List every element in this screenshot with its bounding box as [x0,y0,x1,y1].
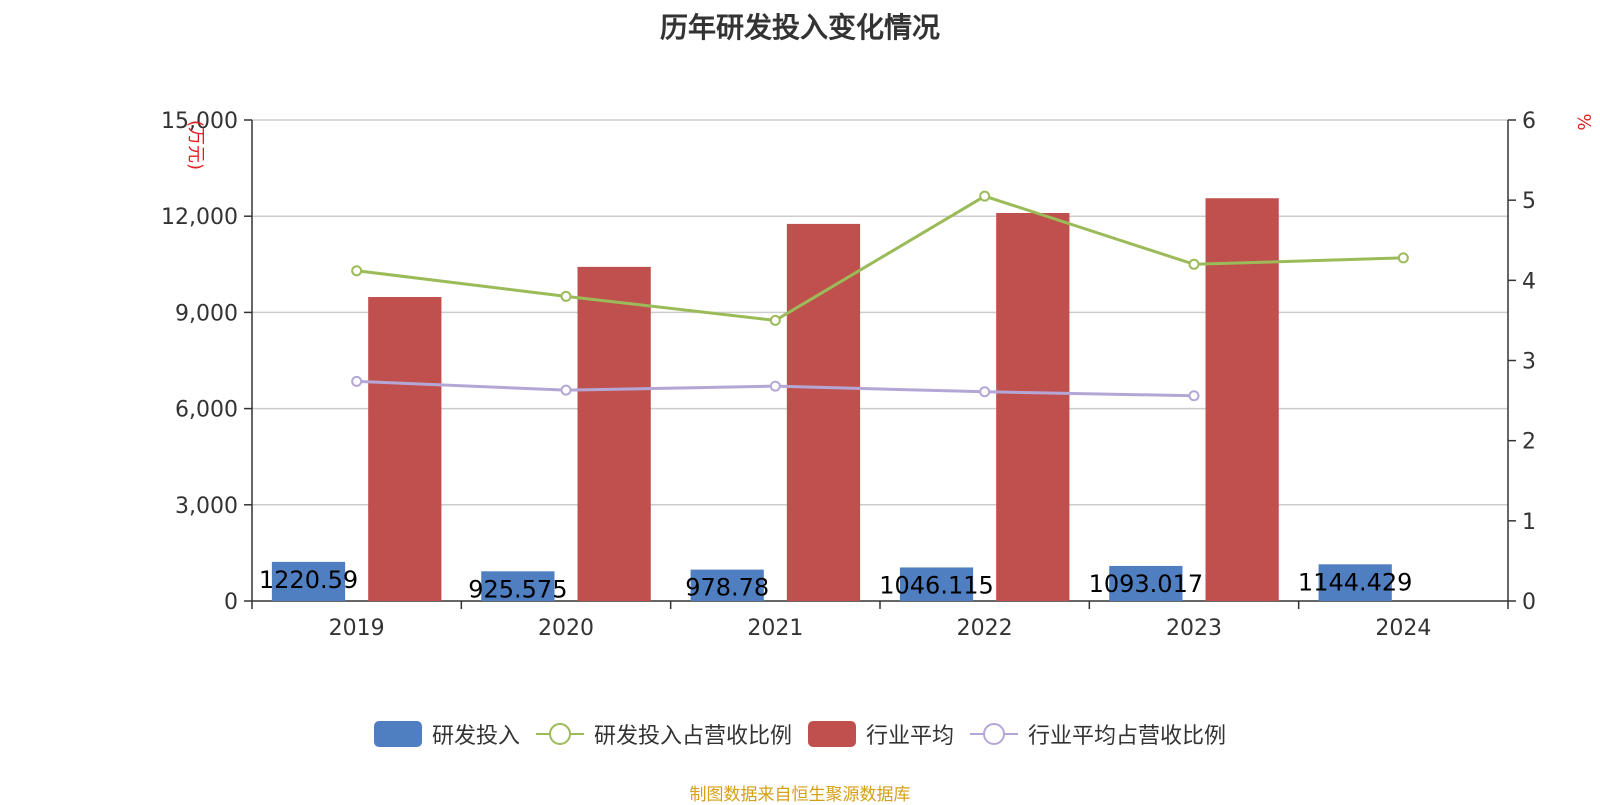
x-tick-label: 2021 [747,616,803,641]
y-left-tick-label: 12,000 [161,205,238,230]
bar-rd-investment [899,567,974,601]
bar-industry-average [368,297,442,601]
x-tick-label: 2020 [538,616,594,641]
data-label-rd-investment: 1046.115 [879,571,994,599]
legend-label-rd-investment: 研发投入 [431,724,520,749]
y-left-tick-label: 15,000 [161,109,238,134]
y-left-unit-label: (万元) [185,120,206,170]
y-right-tick-label: 3 [1522,350,1536,375]
y-left-tick-label: 9,000 [175,301,238,326]
x-tick-label: 2022 [957,616,1013,641]
data-label-rd-investment: 1093.017 [1089,570,1204,598]
point-rd-ratio [1188,258,1200,270]
legend-item-rd-ratio[interactable]: 研发投入占营收比例 [535,718,792,750]
legend-item-industry-average[interactable]: 行业平均 [808,718,954,750]
bar-industry-average [996,212,1070,601]
chart-title: 历年研发投入变化情况 [659,11,940,44]
bar-industry-average [786,223,861,601]
legend-swatch-industry-average [808,721,856,747]
data-label-rd-investment: 978.78 [685,574,769,602]
bar-rd-investment [690,569,764,601]
y-left-tick-label: 3,000 [175,494,238,519]
x-tick-label: 2024 [1375,616,1431,641]
legend-swatch-rd-investment [373,721,422,747]
data-label-rd-investment: 1220.59 [259,566,358,594]
y-right-tick-label: 6 [1522,109,1536,134]
y-right-tick-label: 5 [1522,189,1536,214]
point-rd-ratio [351,265,363,277]
y-right-unit-label: % [1573,113,1594,130]
point-rd-ratio [1397,252,1409,264]
bar-rd-investment [1109,565,1183,601]
legend-label-industry-ratio: 行业平均占营收比例 [1028,724,1227,749]
point-rd-ratio [769,314,781,326]
source-note: 制图数据来自恒生聚源数据库 [689,785,911,805]
bar-industry-average [1205,198,1279,601]
data-labels: 1220.59 925.575 978.78 1046.115 1093.017 1144… [259,566,1413,603]
legend-label-rd-ratio: 研发投入占营收比例 [593,724,792,749]
y-right-tick-label: 1 [1522,510,1536,535]
chart-canvas: 0 3,000 6,000 9,000 12,000 15,000 0 1 2 3 4 5 6 2019 2… [161,109,1594,641]
lines [351,190,1409,402]
point-industry-ratio [560,384,572,396]
line-rd-ratio [356,194,1404,322]
point-industry-ratio [1188,390,1200,402]
legend-swatch-marker [983,723,1006,745]
bar-rd-investment [271,561,346,601]
legend-swatch-marker [548,723,571,745]
data-label-rd-investment: 925.575 [468,575,567,603]
y-right-tick-label: 0 [1522,590,1536,615]
y-left-tick-label: 6,000 [175,398,238,423]
point-industry-ratio [979,386,991,398]
bar-rd-investment [1318,564,1392,601]
legend-label-industry-average: 行业平均 [866,724,955,749]
y-right-tick-label: 2 [1522,430,1536,455]
point-industry-ratio [351,375,363,387]
legend-swatch-industry-ratio [970,723,1019,745]
x-tick-label: 2019 [329,616,385,641]
bar-rd-investment [481,571,555,601]
data-label-rd-investment: 1144.429 [1298,568,1413,596]
axes: 0 3,000 6,000 9,000 12,000 15,000 0 1 2 3 4 5 6 2019 2… [161,109,1594,641]
legend-swatch-rd-ratio [535,723,584,745]
x-tick-label: 2023 [1166,616,1222,641]
point-industry-ratio [769,380,781,392]
legend-item-industry-ratio[interactable]: 行业平均占营收比例 [970,718,1226,750]
point-rd-ratio [979,190,991,202]
bar-industry-average [577,266,651,601]
legend-item-rd-investment[interactable]: 研发投入 [373,718,520,750]
bars [271,198,1392,601]
y-left-tick-label: 0 [224,590,238,615]
point-rd-ratio [560,290,572,302]
y-right-tick-label: 4 [1522,269,1536,294]
legend: 研发投入 研发投入占营收比例 行业平均 行业平均占营收比例 [0,718,1600,750]
grid-lines [252,119,1508,506]
